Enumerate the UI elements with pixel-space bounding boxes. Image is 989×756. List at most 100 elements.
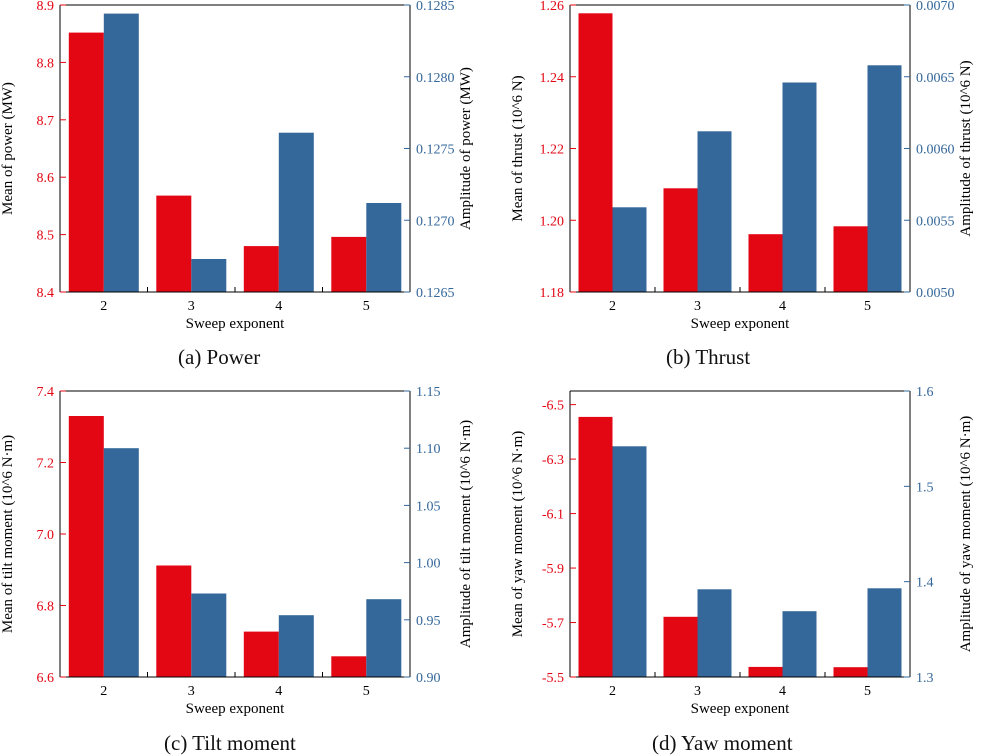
x-tick-label: 4 (779, 684, 786, 699)
bar-mean-4 (748, 666, 783, 677)
right-tick-label: 0.1280 (416, 71, 455, 86)
bar-amplitude-5 (366, 203, 402, 292)
bar-amplitude-3 (697, 589, 732, 677)
x-tick-label: 2 (609, 684, 616, 699)
right-tick-label: 0.0070 (916, 0, 955, 14)
x-tick-label: 3 (188, 299, 195, 314)
left-y-axis-label: Mean of power (MW) (0, 82, 16, 215)
left-tick-label: 7.0 (37, 528, 55, 543)
right-tick-label: 0.0055 (916, 214, 955, 229)
x-tick-label: 2 (100, 299, 107, 314)
right-tick-label: 0.90 (416, 671, 441, 686)
right-tick-label: 1.5 (916, 480, 934, 495)
x-axis-label: Sweep exponent (691, 316, 791, 332)
bar-amplitude-3 (191, 259, 227, 292)
bar-amplitude-5 (867, 588, 902, 677)
bar-amplitude-4 (278, 615, 314, 677)
right-tick-label: 0.1270 (416, 214, 455, 229)
bar-mean-5 (331, 236, 367, 292)
x-tick-label: 4 (275, 684, 282, 699)
bar-mean-4 (748, 234, 783, 292)
chart-yaw-moment: -5.5 -5.7 -5.9 -6.1 -6.3 -6.5 1.3 1.4 1.5 1.6 2 3 4 5… (510, 385, 974, 717)
right-tick-label: 1.15 (416, 385, 441, 400)
left-tick-label: 6.6 (37, 671, 55, 686)
left-y-axis-label: Mean of thrust (10^6 N) (510, 75, 526, 221)
bar-mean-2 (578, 416, 613, 677)
chart-tilt-moment: 6.6 6.8 7.0 7.2 7.4 0.90 0.95 1.00 1.05 1.10 1.15 2… (0, 385, 474, 717)
left-tick-label: 8.5 (37, 229, 55, 244)
left-y-axis-label: Mean of yaw moment (10^6 N·m) (510, 431, 526, 638)
left-tick-label: 8.6 (37, 171, 55, 186)
right-tick-label: 1.05 (416, 499, 441, 514)
right-tick-label: 0.0060 (916, 143, 955, 158)
right-tick-label: 1.00 (416, 557, 441, 572)
bar-amplitude-5 (366, 599, 402, 677)
caption-thrust: (b) Thrust (666, 345, 751, 369)
bar-amplitude-2 (103, 448, 139, 677)
x-tick-label: 5 (363, 299, 370, 314)
right-y-axis-label: Amplitude of yaw moment (10^6 N·m) (958, 416, 974, 653)
right-tick-label: 0.1275 (416, 143, 455, 158)
left-tick-label: 1.18 (540, 286, 565, 301)
right-tick-label: 0.1265 (416, 286, 455, 301)
right-y-axis-label: Amplitude of power (MW) (458, 67, 474, 230)
left-tick-label: 1.26 (540, 0, 565, 14)
left-tick-label: -5.9 (542, 562, 564, 577)
left-tick-label: 1.24 (540, 71, 565, 86)
x-tick-label: 3 (694, 299, 701, 314)
bar-amplitude-3 (697, 131, 732, 292)
bar-mean-3 (156, 195, 192, 292)
bar-amplitude-4 (278, 132, 314, 292)
bar-mean-3 (663, 616, 698, 677)
chart-power: 8.4 8.5 8.6 8.7 8.8 8.9 0.1265 0.1270 0.1275 0.12… (0, 0, 474, 332)
left-tick-label: 7.4 (37, 385, 55, 400)
left-tick-label: 1.22 (540, 143, 565, 158)
left-tick-label: 8.8 (37, 56, 55, 71)
left-tick-label: -6.3 (542, 453, 564, 468)
x-tick-label: 5 (864, 684, 871, 699)
x-tick-label: 3 (694, 684, 701, 699)
right-tick-label: 0.0050 (916, 286, 955, 301)
left-tick-label: -5.7 (542, 617, 564, 632)
right-tick-label: 0.0065 (916, 71, 955, 86)
right-tick-label: 1.4 (916, 576, 934, 591)
left-y-axis-label: Mean of tilt moment (10^6 N·m) (0, 435, 16, 633)
caption-tilt-moment: (c) Tilt moment (164, 731, 296, 755)
caption-power: (a) Power (178, 345, 261, 369)
left-tick-label: 1.20 (540, 214, 565, 229)
left-tick-label: 8.4 (37, 286, 55, 301)
x-tick-label: 5 (864, 299, 871, 314)
left-tick-label: -6.5 (542, 399, 564, 414)
x-axis-label: Sweep exponent (186, 316, 286, 332)
x-tick-label: 4 (779, 299, 786, 314)
bar-amplitude-5 (867, 65, 902, 292)
bar-amplitude-4 (782, 82, 817, 292)
right-tick-label: 1.3 (916, 671, 934, 686)
left-tick-label: 8.9 (37, 0, 55, 14)
bar-amplitude-3 (191, 593, 227, 677)
bar-mean-4 (243, 246, 279, 292)
bar-mean-3 (156, 565, 192, 677)
right-tick-label: 1.6 (916, 385, 934, 400)
right-tick-label: 0.1285 (416, 0, 455, 14)
bar-mean-2 (578, 13, 613, 293)
bar-mean-5 (331, 656, 367, 677)
bar-mean-5 (833, 667, 868, 677)
right-tick-label: 0.95 (416, 614, 441, 629)
bar-amplitude-2 (103, 13, 139, 292)
bar-mean-4 (243, 631, 279, 677)
left-tick-label: 8.7 (37, 114, 55, 129)
bar-amplitude-4 (782, 611, 817, 677)
x-tick-label: 2 (609, 299, 616, 314)
bar-amplitude-2 (612, 446, 647, 677)
x-tick-label: 2 (100, 684, 107, 699)
right-y-axis-label: Amplitude of thrust (10^6 N) (958, 60, 974, 236)
x-axis-label: Sweep exponent (691, 701, 791, 717)
right-y-axis-label: Amplitude of tilt moment (10^6 N·m) (458, 420, 474, 648)
x-tick-label: 4 (275, 299, 282, 314)
bar-mean-5 (833, 226, 868, 292)
right-tick-label: 1.10 (416, 442, 441, 457)
bar-mean-3 (663, 188, 698, 292)
